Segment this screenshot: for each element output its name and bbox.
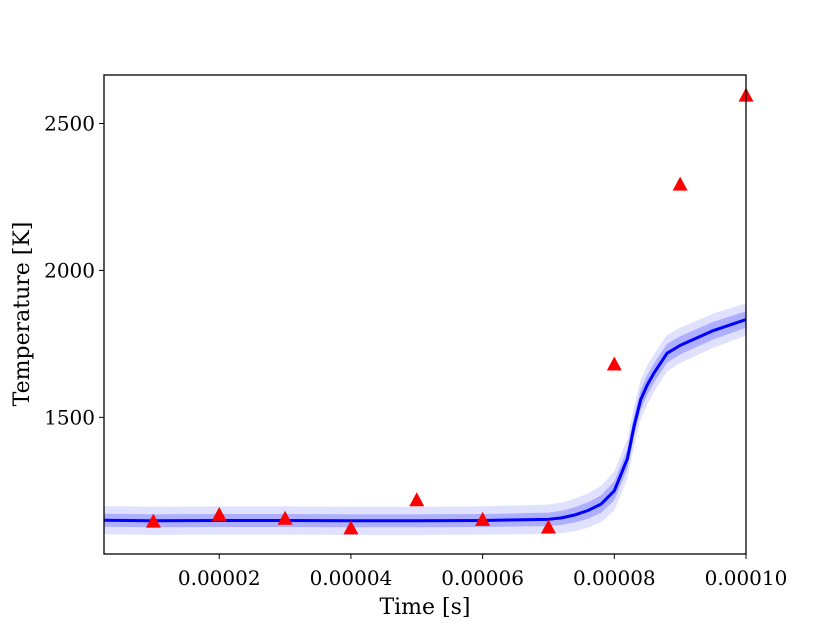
data-point xyxy=(409,492,425,507)
series-lines xyxy=(104,318,746,523)
x-tick-label: 0.00002 xyxy=(178,566,261,590)
data-point xyxy=(343,520,359,535)
mean-line xyxy=(104,318,746,523)
data-point xyxy=(672,176,688,191)
plot-frame xyxy=(103,74,747,555)
data-point xyxy=(606,356,622,371)
y-tick-label: 1500 xyxy=(44,405,95,429)
y-axis-label: Temperature [K] xyxy=(10,222,35,407)
x-tick-label: 0.00006 xyxy=(441,566,524,590)
x-tick-label: 0.00004 xyxy=(310,566,393,590)
observation-markers xyxy=(145,87,754,535)
x-tick-label: 0.00008 xyxy=(573,566,656,590)
x-axis-ticks: 0.00002 0.00004 0.00006 0.00008 0.00010 xyxy=(178,554,787,590)
uncertainty-bands xyxy=(104,303,746,535)
data-point xyxy=(277,510,293,525)
data-point xyxy=(475,511,491,526)
x-tick-label: 0.00010 xyxy=(705,566,788,590)
inner-band xyxy=(104,311,746,528)
x-axis-label: Time [s] xyxy=(379,595,470,620)
data-point xyxy=(211,506,227,521)
y-tick-label: 2500 xyxy=(44,111,95,135)
y-axis-ticks: 1500 2000 2500 xyxy=(44,111,104,429)
outer-band xyxy=(104,303,746,535)
data-point xyxy=(145,513,161,528)
data-point xyxy=(540,519,556,534)
y-tick-label: 2000 xyxy=(44,258,95,282)
